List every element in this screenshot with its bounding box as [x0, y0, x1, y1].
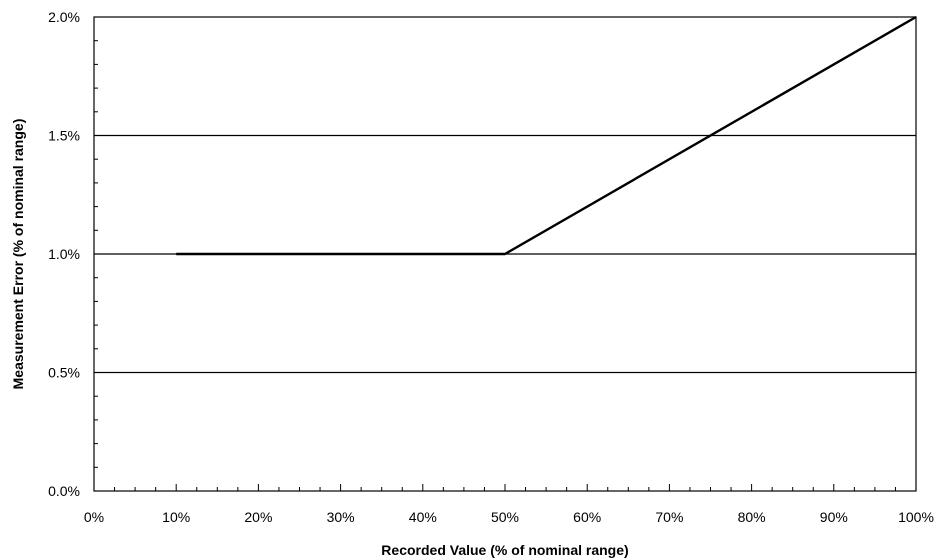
- series-layer: [176, 15, 917, 256]
- x-tick-label: 30%: [327, 509, 355, 525]
- x-axis-title: Recorded Value (% of nominal range): [381, 542, 628, 558]
- x-tick-label: 10%: [162, 509, 190, 525]
- x-tick-label: 50%: [491, 509, 519, 525]
- y-tick-labels: 0.0% 0.5% 1.0% 1.5% 2.0%: [48, 9, 80, 499]
- series-line: [176, 15, 917, 256]
- x-tick-label: 40%: [409, 509, 437, 525]
- y-tick-label: 0.0%: [48, 483, 80, 499]
- x-tick-label: 80%: [738, 509, 766, 525]
- y-tick-label: 1.0%: [48, 246, 80, 262]
- y-tick-label: 1.5%: [48, 128, 80, 144]
- x-tick-labels: 0% 10% 20% 30% 40% 50% 60% 70% 80% 90% 100%: [84, 509, 934, 525]
- y-tick-label: 2.0%: [48, 9, 80, 25]
- y-tick-label: 0.5%: [48, 365, 80, 381]
- x-tick-label: 20%: [244, 509, 272, 525]
- plot-area-frame: [93, 16, 917, 492]
- y-axis-title: Measurement Error (% of nominal range): [10, 119, 26, 390]
- x-tick-label: 90%: [820, 509, 848, 525]
- x-tick-label: 0%: [84, 509, 104, 525]
- x-tick-label: 70%: [655, 509, 683, 525]
- x-tick-label: 60%: [573, 509, 601, 525]
- x-tick-label: 100%: [898, 509, 934, 525]
